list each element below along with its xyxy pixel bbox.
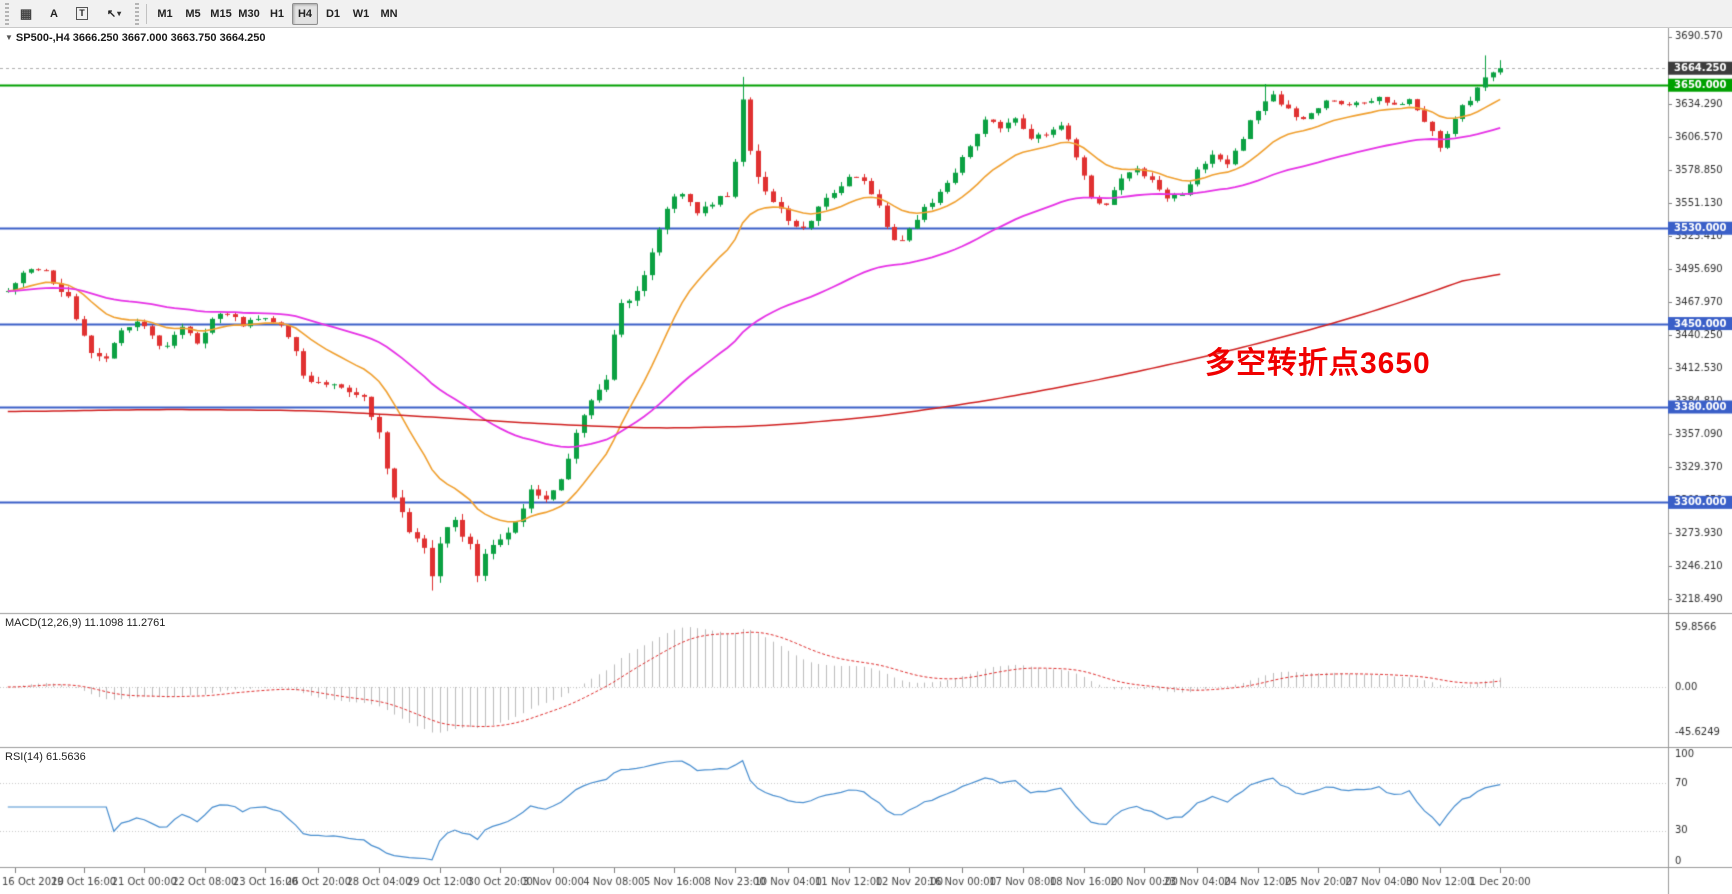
period-button-M1[interactable]: M1 xyxy=(152,3,178,25)
label-tool-button[interactable]: T xyxy=(69,3,95,25)
label-tool-icon: T xyxy=(76,7,88,20)
rsi-label: RSI(14) 61.5636 xyxy=(5,751,86,763)
toolbar-separator xyxy=(146,3,147,24)
chart-grid-button[interactable]: ▦ xyxy=(13,3,39,25)
period-button-M15[interactable]: M15 xyxy=(208,3,234,25)
collapse-ohlc-icon[interactable]: ▼ xyxy=(5,33,13,42)
price-chart-canvas[interactable] xyxy=(0,28,1732,894)
text-tool-icon: A xyxy=(50,7,58,20)
period-button-M5[interactable]: M5 xyxy=(180,3,206,25)
period-button-D1[interactable]: D1 xyxy=(320,3,346,25)
chart-annotation-text[interactable]: 多空转折点3650 xyxy=(1205,347,1431,380)
text-tool-button[interactable]: A xyxy=(41,3,67,25)
period-button-W1[interactable]: W1 xyxy=(348,3,374,25)
symbol-ohlc-text: SP500-,H4 3666.250 3667.000 3663.750 366… xyxy=(15,32,266,44)
grid-icon: ▦ xyxy=(19,5,33,21)
period-button-H4[interactable]: H4 xyxy=(292,2,318,25)
timeframe-button-group: M1 M5 M15 M30 H1 H4 D1 W1 MN xyxy=(151,2,403,25)
cursor-tool-button[interactable]: ↖ ▾ xyxy=(97,3,131,25)
cursor-icon: ↖ xyxy=(106,8,117,20)
chart-window: ▼ SP500-,H4 3666.250 3667.000 3663.750 36… xyxy=(0,28,1732,894)
macd-label: MACD(12,26,9) 11.1098 11.2761 xyxy=(5,617,166,629)
period-button-M30[interactable]: M30 xyxy=(236,3,262,25)
chevron-down-icon: ▾ xyxy=(117,9,122,18)
toolbar-gripper[interactable] xyxy=(5,2,9,25)
period-button-MN[interactable]: MN xyxy=(376,3,402,25)
toolbar: ▦ A T ↖ ▾ M1 M5 M15 M30 H1 H4 D1 W1 MN xyxy=(0,0,1732,28)
period-button-H1[interactable]: H1 xyxy=(264,3,290,25)
toolbar-gripper[interactable] xyxy=(135,2,139,25)
symbol-ohlc-label: ▼ SP500-,H4 3666.250 3667.000 3663.750 36… xyxy=(5,32,265,44)
